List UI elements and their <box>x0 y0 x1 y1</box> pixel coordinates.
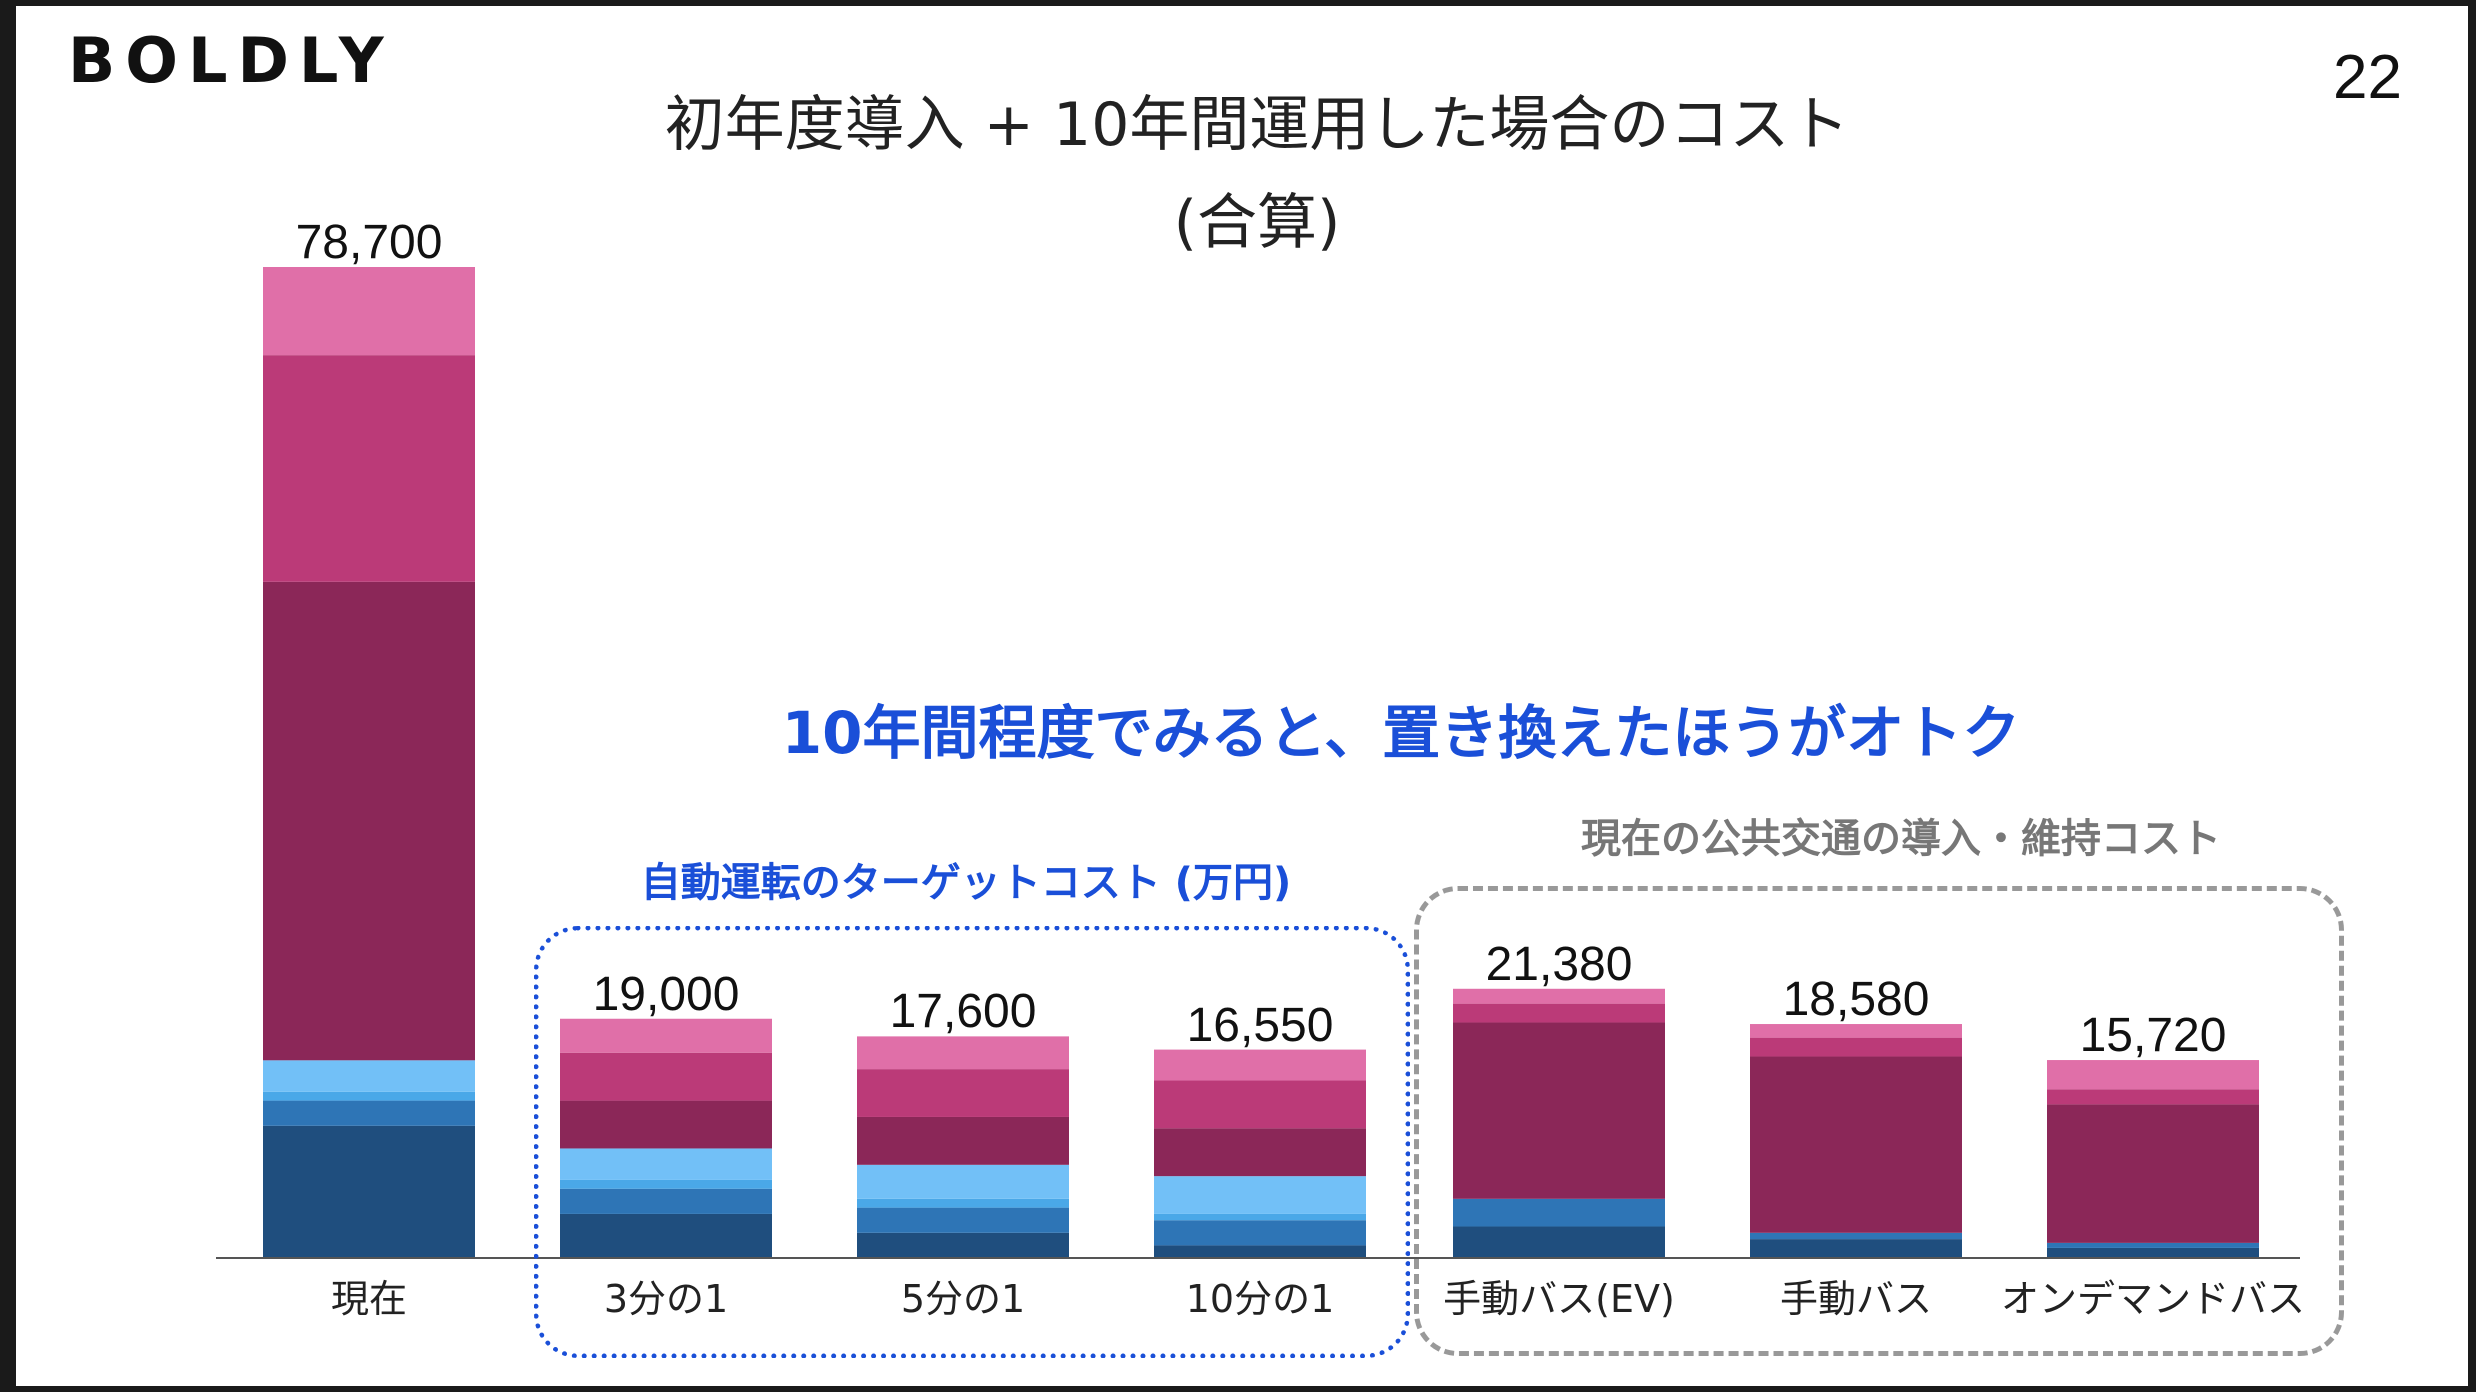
x-tick-label: 手動バス(EV) <box>1443 1277 1675 1321</box>
bar-total-label: 78,700 <box>295 216 443 269</box>
bar-segment <box>857 1069 1069 1117</box>
bar-segment <box>1453 988 1665 1004</box>
bar-segment <box>560 1179 772 1189</box>
bar-segment <box>1453 1198 1665 1227</box>
bar-segment <box>1750 1024 1962 1038</box>
bar-segment <box>2047 1247 2259 1258</box>
bar-segment <box>263 355 475 582</box>
bar-segment <box>857 1036 1069 1070</box>
x-tick-label: 現在 <box>330 1277 407 1321</box>
stacked-bar-chart <box>216 267 2300 1259</box>
autonomous-group-box <box>534 926 1410 1358</box>
bar-segment <box>1453 1022 1665 1199</box>
bar-total-label: 17,600 <box>889 985 1037 1039</box>
bar-segment <box>263 267 475 356</box>
bar-segment <box>560 1148 772 1180</box>
chart-subtitle: (合算) <box>1173 188 1341 258</box>
bar-total-label: 19,000 <box>592 967 740 1021</box>
x-tick-label: 5分の1 <box>900 1277 1026 1321</box>
bar-segment <box>1453 1003 1665 1023</box>
bar-segment <box>1154 1049 1366 1081</box>
headline-message: 10年間程度でみると、置き換えたほうがオトク <box>781 699 2021 767</box>
x-tick-label: 3分の1 <box>603 1277 729 1321</box>
bar-segment <box>1154 1245 1366 1258</box>
bar-segment <box>560 1100 772 1149</box>
bar-segment <box>2047 1060 2259 1090</box>
bar-segment <box>857 1164 1069 1199</box>
bar-segment <box>1154 1128 1366 1177</box>
current-transit-cost-label: 現在の公共交通の導入・維持コスト <box>1581 816 2221 862</box>
autonomous-target-cost-label: 自動運転のターゲットコスト (万円) <box>640 860 1292 906</box>
x-tick-label: 10分の1 <box>1185 1277 1335 1321</box>
bar-segment <box>1154 1213 1366 1221</box>
bar-segment <box>857 1207 1069 1233</box>
bar-segment <box>1750 1232 1962 1240</box>
bar-total-label: 21,380 <box>1485 937 1633 991</box>
bar-segment <box>1750 1037 1962 1057</box>
chart-title: 初年度導入 + 10年間運用した場合のコスト <box>664 90 1850 160</box>
bar-segment <box>560 1213 772 1258</box>
bar-segment <box>857 1116 1069 1165</box>
bar-total-label: 15,720 <box>2079 1009 2227 1063</box>
current-transit-group-box <box>1414 886 2344 1356</box>
bar-segment <box>2047 1104 2259 1243</box>
x-tick-label: 手動バス <box>1779 1277 1932 1321</box>
bar-segment <box>560 1052 772 1101</box>
x-tick-label: オンデマンドバス <box>2000 1277 2305 1321</box>
bar-segment <box>1154 1220 1366 1246</box>
bar-total-label: 16,550 <box>1186 998 1334 1052</box>
bar-segment <box>1154 1176 1366 1214</box>
bar-segment <box>560 1018 772 1053</box>
slide: BOLDLY 22 初年度導入 + 10年間運用した場合のコスト (合算) 10… <box>16 6 2468 1386</box>
bar-segment <box>857 1198 1069 1208</box>
bar-segment <box>263 581 475 1061</box>
brand-logo: BOLDLY <box>68 24 394 97</box>
bar-segment <box>263 1060 475 1092</box>
bar-segment <box>2047 1089 2259 1105</box>
bar-segment <box>263 1100 475 1126</box>
bar-segment <box>2047 1242 2259 1248</box>
bar-segment <box>857 1232 1069 1258</box>
bar-segment <box>1453 1226 1665 1258</box>
bar-segment <box>263 1125 475 1258</box>
bar-segment <box>1750 1056 1962 1233</box>
bar-total-label: 18,580 <box>1782 973 1930 1027</box>
bar-segment <box>1154 1080 1366 1129</box>
bar-segment <box>1750 1239 1962 1258</box>
bar-segment <box>263 1091 475 1101</box>
bar-segment <box>560 1188 772 1214</box>
page-number: 22 <box>2333 43 2402 112</box>
